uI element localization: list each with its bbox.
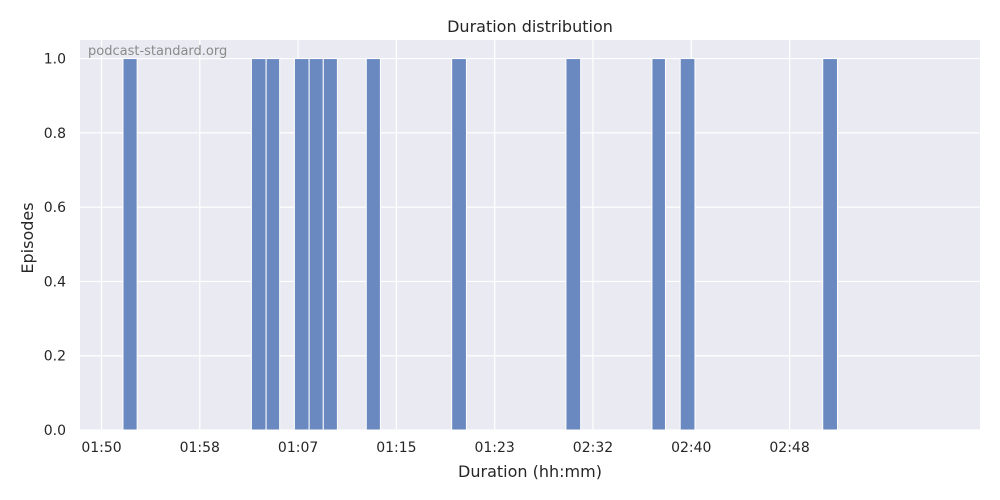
y-axis-label: Episodes [18,202,37,273]
x-tick-label: 01:15 [376,440,416,456]
histogram-bar-1 [250,58,267,431]
y-tick-label: 0.2 [44,349,66,365]
histogram-bar-3 [293,58,310,431]
bars [122,58,838,431]
watermark: podcast-standard.org [88,44,227,59]
x-axis-label: Duration (hh:mm) [458,462,602,481]
histogram-bar-6 [365,58,381,431]
y-tick-label: 1.0 [44,52,66,68]
chart-title: Duration distribution [447,17,613,36]
x-tick-label: 02:40 [671,440,711,456]
histogram-bar-5 [322,58,338,431]
x-tick-label: 01:58 [180,440,220,456]
y-tick-labels: 0.0 0.2 0.4 0.6 0.8 1.0 [44,52,66,439]
x-tick-labels: 01:50 01:58 01:07 01:15 01:23 02:32 02:40 02:48 [81,440,809,456]
y-tick-label: 0.0 [44,423,66,439]
x-tick-label: 01:23 [474,440,514,456]
histogram-bar-0 [122,58,138,431]
y-tick-label: 0.8 [44,126,66,142]
histogram-bar-9 [651,58,666,431]
histogram-bar-8 [565,58,582,431]
plot-area [80,40,980,430]
x-tick-label: 01:50 [81,440,121,456]
x-tick-label: 02:48 [769,440,809,456]
x-tick-label: 01:07 [278,440,318,456]
histogram-bar-7 [451,58,467,431]
y-tick-label: 0.4 [44,274,66,290]
histogram-bar-2 [265,58,281,431]
y-tick-label: 0.6 [44,200,66,216]
histogram-bar-10 [679,58,696,431]
histogram-bar-4 [308,58,324,431]
x-tick-label: 02:32 [573,440,613,456]
histogram-bar-11 [822,58,838,431]
